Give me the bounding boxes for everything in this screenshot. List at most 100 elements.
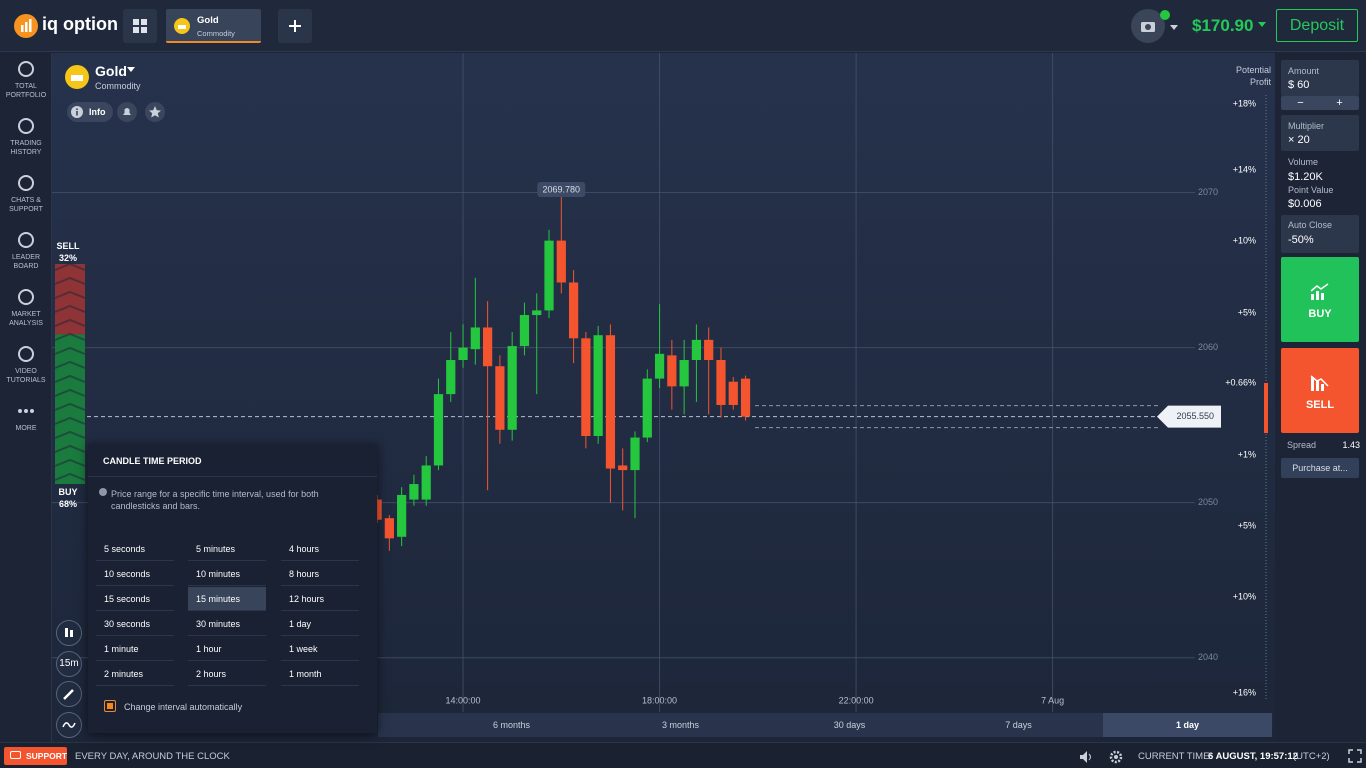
interval-option[interactable]: 1 hour [188, 637, 266, 661]
x-tick-label: 14:00:00 [446, 695, 481, 705]
period-option[interactable]: 6 months [492, 720, 531, 730]
tab-title: Gold [197, 15, 219, 26]
info-button[interactable]: Info [67, 102, 113, 122]
interval-option[interactable]: 15 minutes [188, 587, 266, 611]
buy-button[interactable]: BUY [1281, 257, 1359, 342]
alert-favorite-buttons[interactable] [117, 102, 165, 122]
candle-body [667, 355, 677, 387]
asset-tab[interactable]: Gold Commodity [166, 9, 261, 43]
sentiment-chevron [54, 360, 86, 369]
candle-body [421, 465, 431, 500]
interval-option[interactable]: 2 minutes [96, 662, 174, 686]
screenshot-button[interactable] [1131, 9, 1181, 43]
interval-option[interactable]: 5 minutes [188, 537, 266, 561]
interval-option[interactable]: 1 month [281, 662, 359, 686]
indicators-tool[interactable] [56, 712, 82, 738]
deposit-button[interactable]: Deposit [1276, 9, 1358, 42]
interval-option[interactable]: 10 seconds [96, 562, 174, 586]
auto-close-box[interactable]: Auto Close -50% [1281, 215, 1359, 253]
interval-option[interactable]: 12 hours [281, 587, 359, 611]
interval-option[interactable]: 2 hours [188, 662, 266, 686]
candle-body [654, 353, 665, 379]
point-value-label: Point Value [1288, 185, 1334, 195]
candle-body [630, 437, 640, 471]
pen-icon [63, 689, 74, 700]
amount-box[interactable]: Amount $ 60 [1281, 60, 1359, 96]
point-value: $0.006 [1288, 198, 1322, 210]
profit-label: +18% [1233, 98, 1256, 108]
profit-label: +10% [1233, 591, 1256, 601]
sidebar-item[interactable]: CHATS & SUPPORT [0, 173, 52, 214]
x-tick-label: 22:00:00 [839, 695, 874, 705]
period-option[interactable]: 7 days [1005, 720, 1032, 730]
sentiment-chevron [54, 290, 86, 299]
grid-button[interactable] [123, 9, 157, 43]
sidebar-item[interactable]: MARKET ANALYSIS [0, 287, 52, 328]
popup-description: Price range for a specific time interval… [111, 489, 319, 511]
period-option[interactable]: 3 months [661, 720, 700, 730]
sidebar-item[interactable]: TOTAL PORTFOLIO [0, 59, 52, 100]
period-option[interactable]: 1 day [1103, 713, 1272, 737]
interval-option[interactable]: 30 seconds [96, 612, 174, 636]
candle-body [384, 518, 394, 539]
y-tick-label: 2050 [1198, 497, 1218, 507]
purchase-at-button[interactable]: Purchase at... [1281, 458, 1359, 478]
sidebar-item[interactable]: LEADER BOARD [0, 230, 52, 271]
interval-option[interactable]: 30 minutes [188, 612, 266, 636]
balance[interactable]: $170.90 [1192, 16, 1254, 35]
sidebar-icon [18, 118, 34, 134]
candle-body [446, 360, 456, 395]
amount-minus[interactable]: − [1297, 97, 1304, 109]
timezone: (UTC+2) [1293, 751, 1330, 762]
sidebar-item[interactable]: TRADING HISTORY [0, 116, 52, 157]
multiplier-box[interactable]: Multiplier × 20 [1281, 115, 1359, 151]
tab-subtitle: Commodity [197, 29, 235, 38]
amount-stepper: − + [1281, 96, 1359, 110]
support-icon [10, 751, 21, 759]
sell-icon [1310, 375, 1329, 391]
amount-plus[interactable]: + [1336, 97, 1343, 109]
interval-option[interactable]: 10 minutes [188, 562, 266, 586]
chart-type-tool[interactable] [56, 620, 82, 646]
auto-interval-label: Change interval automatically [124, 702, 243, 712]
gold-icon [174, 18, 190, 34]
candle-body [691, 339, 702, 361]
buy-percent: 68% [58, 499, 77, 509]
sentiment-chevron [54, 430, 86, 439]
wave-icon [62, 722, 76, 728]
interval-option[interactable]: 1 minute [96, 637, 174, 661]
interval-option[interactable]: 1 week [281, 637, 359, 661]
interval-option[interactable]: 15 seconds [96, 587, 174, 611]
sidebar-item[interactable]: MORE [0, 401, 52, 433]
sidebar-label: LEADER BOARD [11, 254, 40, 270]
asset-name[interactable]: Gold [95, 63, 127, 79]
interval-tool[interactable]: 15m [56, 651, 82, 677]
interval-option[interactable]: 5 seconds [96, 537, 174, 561]
add-tab-button[interactable] [278, 9, 312, 43]
candle-body [642, 378, 652, 438]
interval-option[interactable]: 4 hours [281, 537, 359, 561]
drawing-tool[interactable] [56, 681, 82, 707]
auto-interval-checkbox[interactable] [104, 700, 116, 712]
candle-body [544, 240, 554, 311]
fullscreen-icon[interactable] [1348, 749, 1362, 763]
sell-percent: 32% [58, 253, 77, 263]
period-option[interactable]: 30 days [833, 720, 866, 730]
interval-option[interactable]: 1 day [281, 612, 359, 636]
candle-body [581, 338, 591, 436]
candle-body [519, 315, 530, 347]
sound-settings-icons[interactable] [1079, 750, 1129, 764]
candle-period-popup: CANDLE TIME PERIOD Price range for a spe… [88, 444, 377, 733]
interval-option[interactable]: 8 hours [281, 562, 359, 586]
time-label: CURRENT TIME: [1138, 751, 1213, 762]
logo: iq option [42, 14, 118, 34]
sidebar-icon [18, 61, 34, 77]
candle-body [372, 499, 382, 520]
sidebar-item[interactable]: VIDEO TUTORIALS [0, 344, 52, 385]
multiplier-label: Multiplier [1288, 121, 1325, 131]
trade-panel: Amount $ 60 − + Multiplier × 20 Volume $… [1275, 53, 1366, 742]
sell-button[interactable]: SELL [1281, 348, 1359, 433]
candle-body [704, 339, 714, 361]
amount-label: Amount [1288, 66, 1320, 76]
